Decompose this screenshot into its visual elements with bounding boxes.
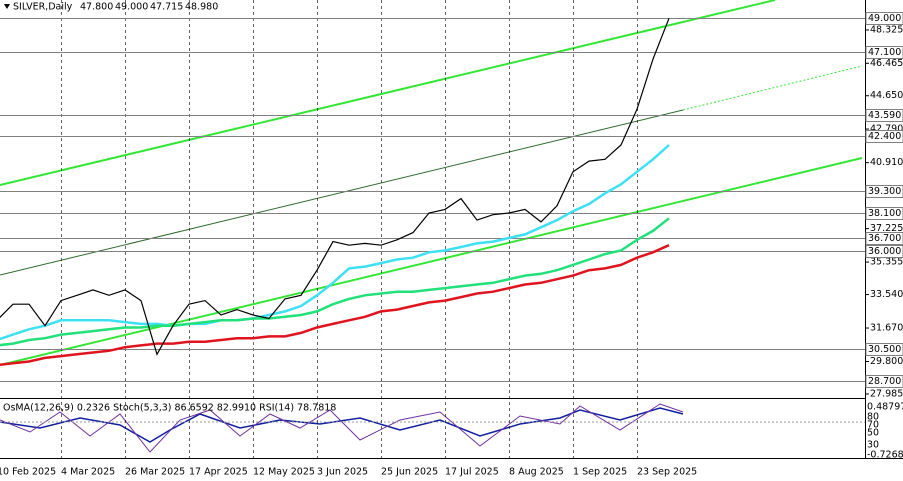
symbol: SILVER,Daily (13, 2, 73, 13)
channel-mid (0, 109, 684, 276)
level-box (865, 207, 903, 220)
level-box (865, 185, 903, 198)
channel-mid-extension (682, 65, 863, 111)
x-tick-label: 25 Jun 2025 (381, 467, 438, 478)
level-box (865, 375, 903, 388)
x-tick-label: 8 Aug 2025 (509, 467, 564, 478)
channel-lower (0, 157, 863, 366)
level-box (865, 245, 903, 258)
x-tick-label: 12 May 2025 (253, 467, 315, 478)
x-tick-label: 23 Sep 2025 (637, 467, 697, 478)
level-box (865, 12, 903, 25)
y-tick-label: 31.670 (870, 323, 903, 334)
y-tick-label: 37.225 (870, 223, 903, 234)
level-label: 36.000 (868, 246, 901, 257)
level-label: 39.300 (868, 186, 901, 197)
y-tick-label: 44.650 (870, 90, 903, 101)
y-tick-label: 33.540 (870, 289, 903, 300)
series-line (0, 144, 670, 341)
level-label: 30.500 (868, 344, 901, 355)
level-label: 42.400 (868, 131, 901, 142)
x-tick-label: 17 Apr 2025 (189, 467, 248, 478)
series-line (0, 244, 670, 367)
x-tick-label: 3 Jun 2025 (317, 467, 368, 478)
close: 48.980 (185, 2, 218, 13)
level-box (865, 130, 903, 143)
channel-upper (0, 0, 776, 186)
oscillator-level: 70 (867, 420, 879, 431)
x-tick-label: 17 Jul 2025 (445, 467, 499, 478)
oscillator-scale-top: 0.48797 (867, 402, 903, 413)
high: 49.000 (115, 2, 148, 13)
level-label: 49.000 (868, 13, 901, 24)
y-tick-label: 29.800 (870, 356, 903, 367)
y-tick-label: 40.910 (870, 157, 903, 168)
oscillator-trace (0, 407, 684, 443)
stoch-trace (0, 403, 684, 453)
oscillator-scale-bottom: -0.72689 (867, 450, 903, 461)
y-tick-label: 27.985 (870, 388, 903, 399)
oscillator-level: 30 (867, 440, 879, 451)
open: 47.800 (80, 2, 113, 13)
level-label: 47.100 (868, 47, 901, 58)
oscillator-label: OsMA(12,26,9) 0.2326 Stoch(5,3,3) 86.659… (3, 403, 336, 414)
oscillator-level: 50 (867, 428, 879, 439)
level-box (865, 46, 903, 59)
y-tick-label: 48.325 (870, 24, 903, 35)
y-tick-label: 46.465 (870, 58, 903, 69)
level-label: 38.100 (868, 208, 901, 219)
level-label: 36.700 (868, 233, 901, 244)
level-label: 28.700 (868, 376, 901, 387)
x-tick-label: 4 Mar 2025 (61, 467, 115, 478)
x-tick-label: 26 Mar 2025 (125, 467, 185, 478)
y-tick-label: 35.355 (870, 257, 903, 268)
low: 47.715 (150, 2, 183, 13)
x-tick-label: 1 Sep 2025 (573, 467, 627, 478)
series-line (0, 217, 670, 347)
y-tick-label: 42.790 (870, 124, 903, 135)
level-label: 43.590 (868, 110, 901, 121)
level-box (865, 232, 903, 245)
level-box (865, 343, 903, 356)
x-tick-label: 10 Feb 2025 (0, 467, 56, 478)
header-arrow (4, 4, 10, 9)
level-box (865, 109, 903, 122)
oscillator-level: 80 (867, 412, 879, 423)
series-line (0, 18, 670, 356)
